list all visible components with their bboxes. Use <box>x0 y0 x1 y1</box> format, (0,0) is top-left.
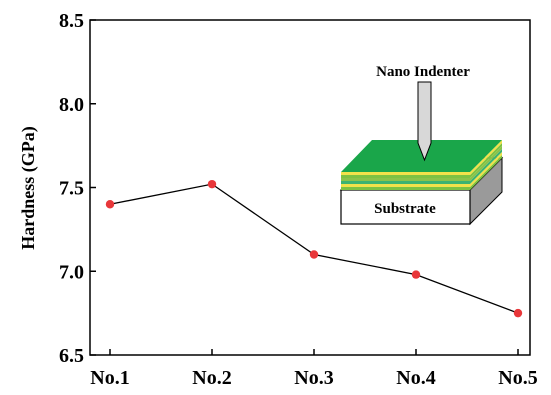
indenter-inset: Nano Indenter Substrate <box>339 64 504 226</box>
film-layer-side-3 <box>470 146 502 181</box>
film-layer-side-2 <box>470 149 502 184</box>
y-tick-label-4: 8.5 <box>59 10 84 32</box>
x-tick-label-1: No.2 <box>192 367 231 389</box>
data-point-no1 <box>105 200 115 209</box>
substrate-label: Substrate <box>374 201 436 217</box>
nano-indenter-label: Nano Indenter <box>376 64 470 80</box>
film-stack <box>341 140 502 190</box>
data-point-no4 <box>411 270 421 279</box>
x-tick-label-0: No.1 <box>90 367 129 389</box>
data-point-no2 <box>207 179 217 189</box>
y-tick-label-1: 7.0 <box>59 261 84 283</box>
film-layer-front-2 <box>341 181 470 184</box>
y-tick-label-2: 7.5 <box>59 178 84 200</box>
x-tick-label-4: No.5 <box>498 367 537 389</box>
film-layer-side-0 <box>470 155 502 190</box>
film-layer-front-0 <box>341 187 470 190</box>
x-tick-label-3: No.4 <box>396 367 435 389</box>
film-layer-front-5 <box>341 172 470 175</box>
ticks-layer: 6.5 7.0 7.5 8.0 8.5 No.1 No.2 No.3 No.4 No.5 <box>59 10 538 389</box>
film-layer-side-5 <box>470 140 502 175</box>
y-tick-label-3: 8.0 <box>59 94 84 116</box>
film-layer-front-1 <box>341 184 470 187</box>
data-point-no3 <box>309 250 319 259</box>
series-layer <box>105 179 523 318</box>
film-layer-front-4 <box>341 175 470 178</box>
x-tick-label-2: No.3 <box>294 367 333 389</box>
indenter-tip-icon <box>417 81 432 162</box>
film-layer-side-1 <box>470 152 502 187</box>
film-top-surface <box>341 140 502 172</box>
y-axis-title: Hardness (GPa) <box>18 126 39 250</box>
data-point-no5 <box>513 308 523 318</box>
film-layer-front-3 <box>341 178 470 181</box>
y-tick-label-0: 6.5 <box>59 345 84 367</box>
film-layer-side-4 <box>470 143 502 178</box>
